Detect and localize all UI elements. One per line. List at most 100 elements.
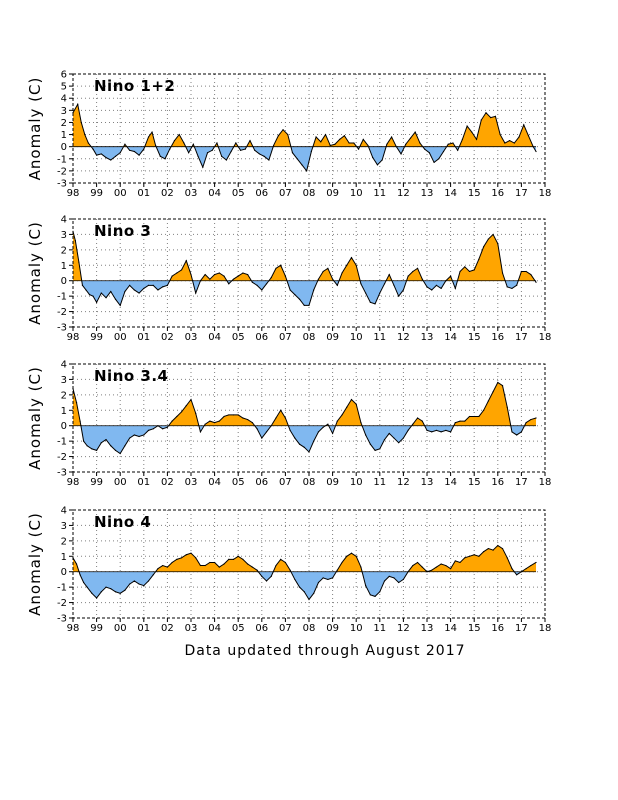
- data-point: [374, 595, 376, 598]
- positive-anomaly-area: [73, 382, 537, 426]
- data-point: [431, 569, 433, 571]
- x-tick-label: 98: [67, 477, 80, 488]
- x-tick-label: 06: [255, 623, 268, 634]
- x-tick-label: 14: [444, 188, 457, 199]
- data-point: [152, 574, 154, 576]
- y-tick-label: -3: [57, 323, 67, 334]
- data-point: [87, 142, 89, 144]
- x-tick-label: 14: [444, 332, 457, 343]
- y-tick-label: -2: [57, 452, 67, 463]
- y-tick-label: 1: [61, 552, 67, 563]
- x-tick-label: 11: [373, 188, 386, 199]
- x-tick-label: 11: [373, 477, 386, 488]
- data-point: [275, 564, 277, 567]
- data-point: [162, 286, 164, 288]
- x-tick-label: 07: [279, 477, 292, 488]
- x-tick-label: 12: [397, 332, 410, 343]
- x-tick-label: 00: [114, 332, 127, 343]
- data-point: [119, 304, 121, 306]
- data-point: [393, 437, 395, 439]
- data-point: [509, 140, 511, 142]
- data-point: [239, 149, 242, 151]
- data-point: [124, 589, 126, 591]
- data-point: [504, 142, 506, 144]
- data-point: [195, 557, 197, 559]
- data-point: [171, 275, 173, 277]
- data-point: [525, 422, 527, 424]
- data-point: [334, 143, 336, 145]
- x-tick-label: 06: [255, 188, 268, 199]
- data-point: [398, 295, 400, 297]
- data-point: [306, 170, 308, 172]
- data-point: [473, 415, 475, 418]
- data-point: [147, 429, 150, 431]
- data-point: [96, 597, 98, 599]
- data-point: [195, 412, 197, 414]
- x-tick-label: 12: [397, 623, 410, 634]
- data-point: [273, 144, 275, 147]
- x-tick-label: 15: [468, 188, 481, 199]
- data-point: [232, 414, 235, 416]
- positive-anomaly-area: [73, 104, 534, 147]
- data-point: [506, 286, 508, 288]
- data-point: [395, 146, 397, 148]
- data-point: [289, 429, 291, 431]
- data-point: [402, 578, 404, 581]
- data-point: [487, 547, 489, 550]
- data-point: [400, 153, 402, 155]
- x-tick-label: 15: [468, 623, 481, 634]
- panel-title: Nino 4: [94, 513, 151, 531]
- data-point: [218, 566, 220, 568]
- x-tick-label: 09: [326, 332, 339, 343]
- data-point: [247, 418, 249, 421]
- data-point: [88, 294, 91, 296]
- data-point: [407, 429, 409, 431]
- data-point: [407, 571, 409, 573]
- data-point: [147, 580, 150, 582]
- y-tick-label: 1: [61, 261, 67, 272]
- x-tick-label: 03: [185, 188, 198, 199]
- data-point: [327, 578, 329, 581]
- x-tick-label: 06: [255, 477, 268, 488]
- data-point: [452, 142, 454, 144]
- data-point: [365, 434, 367, 436]
- x-tick-label: 17: [515, 623, 528, 634]
- x-tick-label: 18: [539, 332, 552, 343]
- data-point: [464, 266, 466, 268]
- y-tick-label: -1: [57, 292, 67, 303]
- data-point: [450, 275, 452, 277]
- data-point: [251, 566, 253, 568]
- data-point: [284, 275, 286, 277]
- data-point: [329, 144, 331, 147]
- data-point: [416, 417, 419, 419]
- y-tick-label: 3: [61, 106, 67, 117]
- data-point: [372, 156, 374, 159]
- data-point: [391, 136, 393, 138]
- x-tick-label: 10: [350, 332, 363, 343]
- panel-title: Nino 3.4: [94, 367, 168, 385]
- data-point: [242, 558, 244, 560]
- data-point: [440, 431, 442, 433]
- data-point: [530, 564, 532, 567]
- y-tick-label: -2: [57, 307, 67, 318]
- data-point: [119, 152, 121, 154]
- x-tick-label: 05: [232, 477, 245, 488]
- data-point: [294, 437, 296, 439]
- data-point: [256, 284, 258, 286]
- data-point: [83, 581, 85, 584]
- data-point: [388, 432, 390, 435]
- data-point: [119, 592, 121, 594]
- data-point: [322, 426, 324, 428]
- data-point: [86, 445, 88, 447]
- data-point: [284, 417, 286, 419]
- x-tick-label: 13: [421, 332, 434, 343]
- data-point: [124, 445, 126, 447]
- data-point: [209, 420, 211, 422]
- data-point: [74, 240, 76, 242]
- data-point: [171, 420, 173, 422]
- data-point: [178, 133, 180, 136]
- y-tick-label: -3: [57, 468, 67, 479]
- data-point: [143, 148, 145, 150]
- data-point: [350, 552, 353, 554]
